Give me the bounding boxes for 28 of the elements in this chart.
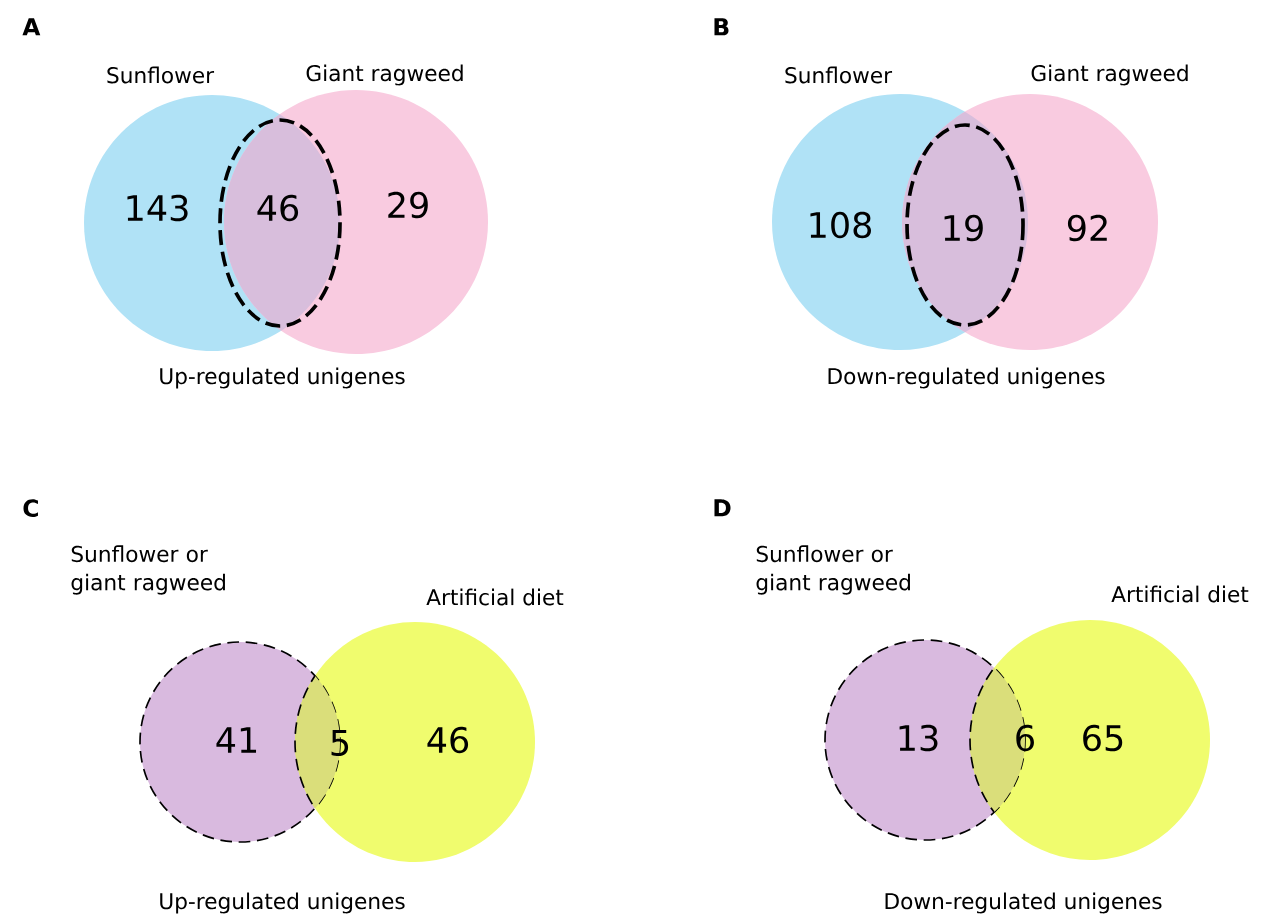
text: Sunflower or giant ragweed	[756, 545, 910, 595]
data-label: 6	[1016, 724, 1034, 752]
text: Up-regulated unigenes	[160, 892, 405, 914]
data-label: 46	[257, 194, 299, 222]
data-label: 108	[810, 211, 871, 239]
data-label: 143	[127, 194, 188, 222]
text: A	[22, 18, 41, 36]
text: Sunflower	[785, 66, 893, 84]
data-label: 29	[388, 191, 428, 219]
text: Giant ragweed	[306, 64, 463, 86]
data-label: 46	[427, 726, 469, 754]
text: Up-regulated unigenes	[160, 367, 405, 389]
text: Down-regulated unigenes	[885, 892, 1162, 914]
data-label: 41	[216, 727, 257, 753]
text: Giant ragweed	[1031, 64, 1188, 86]
text: Sunflower	[107, 66, 215, 84]
data-label: 13	[899, 724, 938, 752]
data-label: 92	[1067, 214, 1107, 242]
data-label: 65	[1083, 724, 1123, 752]
data-label: 19	[944, 214, 983, 242]
text: Artificial diet	[426, 588, 564, 606]
data-label: 5	[331, 730, 349, 757]
text: C	[23, 499, 38, 517]
text: Sunflower or giant ragweed	[71, 545, 225, 595]
text: Down-regulated unigenes	[828, 367, 1105, 389]
text: D	[714, 499, 731, 517]
text: Artificial diet	[1111, 585, 1249, 603]
text: B	[714, 18, 729, 36]
